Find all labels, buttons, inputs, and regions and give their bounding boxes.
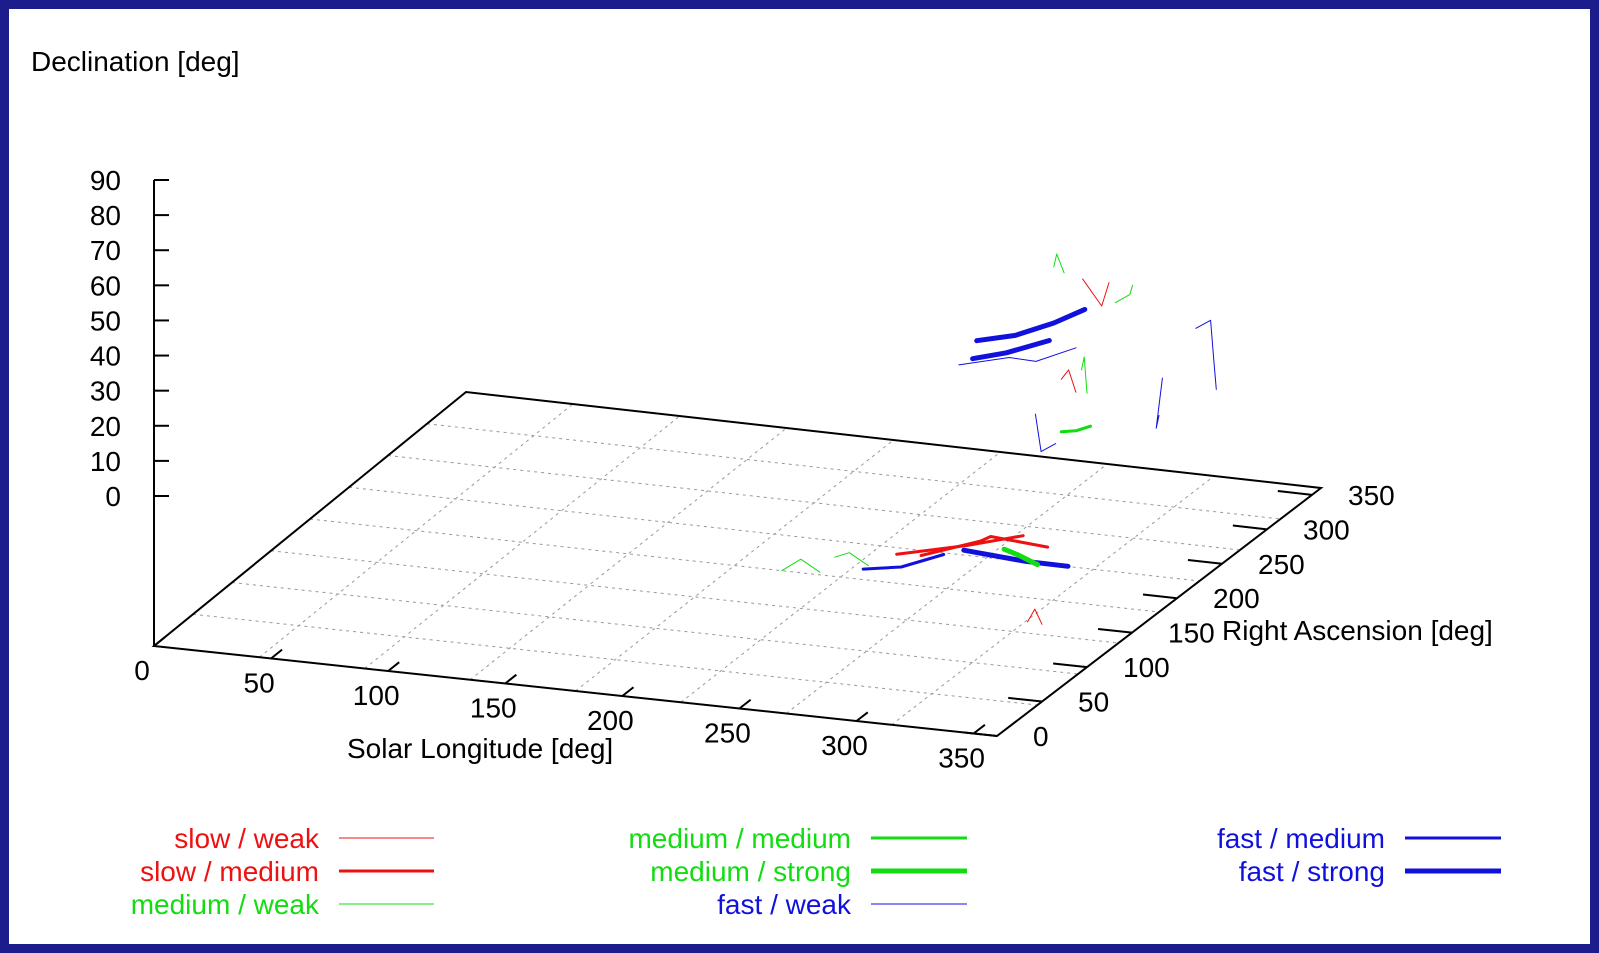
chart-frame: 0 10 20 30 40 50 60 70 80 90 0 50 100 150 200 250 300 350… [9, 9, 1590, 944]
legend-label: fast / medium [1217, 823, 1385, 854]
z-tick-label: 50 [90, 305, 121, 336]
data-series-line [1027, 608, 1043, 625]
data-series-line [1081, 356, 1088, 394]
axes [151, 179, 1324, 738]
legend-label: fast / weak [717, 889, 852, 920]
y-tick-mark [1097, 627, 1133, 634]
grid-line-y [348, 486, 1200, 582]
y-tick-label: 350 [1348, 480, 1395, 511]
x-axis-label: Solar Longitude [deg] [347, 733, 613, 764]
grid-lines [192, 403, 1281, 726]
z-tick-label: 60 [90, 270, 121, 301]
z-tick-label: 90 [90, 165, 121, 196]
data-series-line [1195, 319, 1217, 390]
x-tick-label: 100 [353, 680, 400, 711]
grid-line-y [231, 582, 1079, 675]
z-tick-label: 30 [90, 376, 121, 407]
z-tick-label: 10 [90, 446, 121, 477]
x-tick-label: 50 [244, 668, 275, 699]
grid-line-y [309, 518, 1160, 613]
grid-line-x [785, 463, 1108, 714]
grid-line-x [575, 439, 894, 692]
data-series-line [1059, 424, 1092, 434]
x-tick-label: 0 [134, 655, 150, 686]
y-axis-label: Right Ascension [deg] [1222, 615, 1493, 646]
y-tick-label: 200 [1213, 583, 1260, 614]
x-tick-label: 250 [704, 718, 751, 749]
grid-line-y [270, 550, 1119, 644]
grid-line-x [364, 415, 681, 669]
data-series-line [970, 338, 1052, 362]
legend-label: medium / medium [628, 823, 851, 854]
y-tick-mark [1232, 524, 1268, 531]
grid-line-x [680, 451, 1001, 703]
data-series-line [834, 552, 869, 567]
floor-border [151, 390, 1324, 738]
grid-line-y [426, 423, 1281, 520]
y-tick-label: 50 [1078, 687, 1109, 718]
y-tick-mark [963, 731, 998, 737]
y-tick-label: 300 [1303, 514, 1350, 545]
data-series-line [895, 534, 1025, 556]
grid-line-y [387, 455, 1241, 551]
z-tick-label: 70 [90, 235, 121, 266]
x-tick-label: 200 [587, 705, 634, 736]
grid-line-x [891, 475, 1215, 726]
data-series-line [1155, 377, 1163, 429]
data-series-line [781, 558, 821, 573]
y-tick-mark [1008, 696, 1043, 703]
x-tick-mark [270, 648, 283, 660]
x-tick-mark [621, 686, 635, 697]
data-series-line [1060, 369, 1077, 393]
y-tick-label: 100 [1123, 652, 1170, 683]
x-tick-mark [738, 698, 752, 710]
data-series-line [1053, 253, 1065, 274]
data-series-line [1114, 284, 1134, 304]
data-series-line [861, 553, 946, 571]
data-series-line [1034, 413, 1057, 453]
legend-label: slow / weak [174, 823, 320, 854]
y-tick-mark [1053, 662, 1088, 669]
y-tick-mark [1187, 559, 1223, 565]
y-tick-label: 250 [1258, 549, 1305, 580]
x-tick-mark [972, 724, 986, 735]
y-tick-mark [1277, 490, 1313, 496]
x-tick-mark [387, 661, 400, 672]
legend-label: fast / strong [1239, 856, 1385, 887]
x-tick-mark [855, 711, 869, 722]
data-series-line [1082, 278, 1110, 307]
x-tick-label: 300 [821, 730, 868, 761]
x-tick-label: 150 [470, 693, 517, 724]
z-axis-label: Declination [deg] [31, 46, 240, 77]
x-tick-mark [504, 673, 517, 685]
y-tick-label: 150 [1168, 618, 1215, 649]
data-series-line [974, 306, 1088, 344]
z-tick-label: 20 [90, 411, 121, 442]
grid-line-y [192, 613, 1038, 706]
z-tick-label: 40 [90, 341, 121, 372]
legend-label: medium / strong [650, 856, 851, 887]
y-tick-label: 0 [1033, 721, 1049, 752]
z-tick-label: 0 [105, 481, 121, 512]
x-tick-mark [153, 636, 166, 647]
legend-label: medium / weak [131, 889, 320, 920]
data-series-line [1001, 546, 1040, 568]
z-tick-label: 80 [90, 200, 121, 231]
grid-line-x [469, 427, 787, 681]
data-series-line [958, 347, 1077, 366]
legend-label: slow / medium [140, 856, 319, 887]
y-tick-mark [1142, 593, 1178, 600]
data-series-group [781, 253, 1217, 625]
x-tick-label: 350 [938, 743, 985, 774]
